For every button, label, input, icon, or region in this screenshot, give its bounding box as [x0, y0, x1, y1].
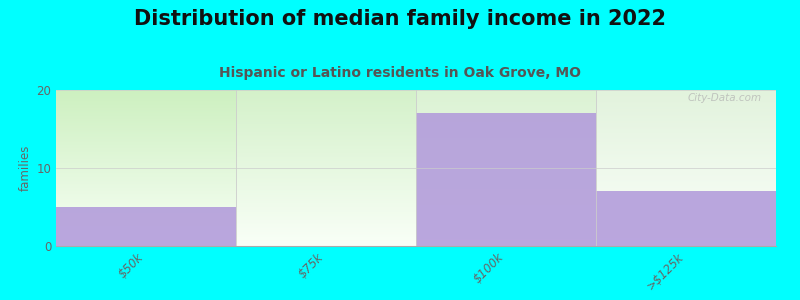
Y-axis label: families: families [19, 145, 32, 191]
Text: Distribution of median family income in 2022: Distribution of median family income in … [134, 9, 666, 29]
Text: Hispanic or Latino residents in Oak Grove, MO: Hispanic or Latino residents in Oak Grov… [219, 66, 581, 80]
Bar [416, 113, 596, 246]
Text: City-Data.com: City-Data.com [687, 93, 762, 103]
Bar [596, 191, 776, 246]
Bar [56, 207, 236, 246]
